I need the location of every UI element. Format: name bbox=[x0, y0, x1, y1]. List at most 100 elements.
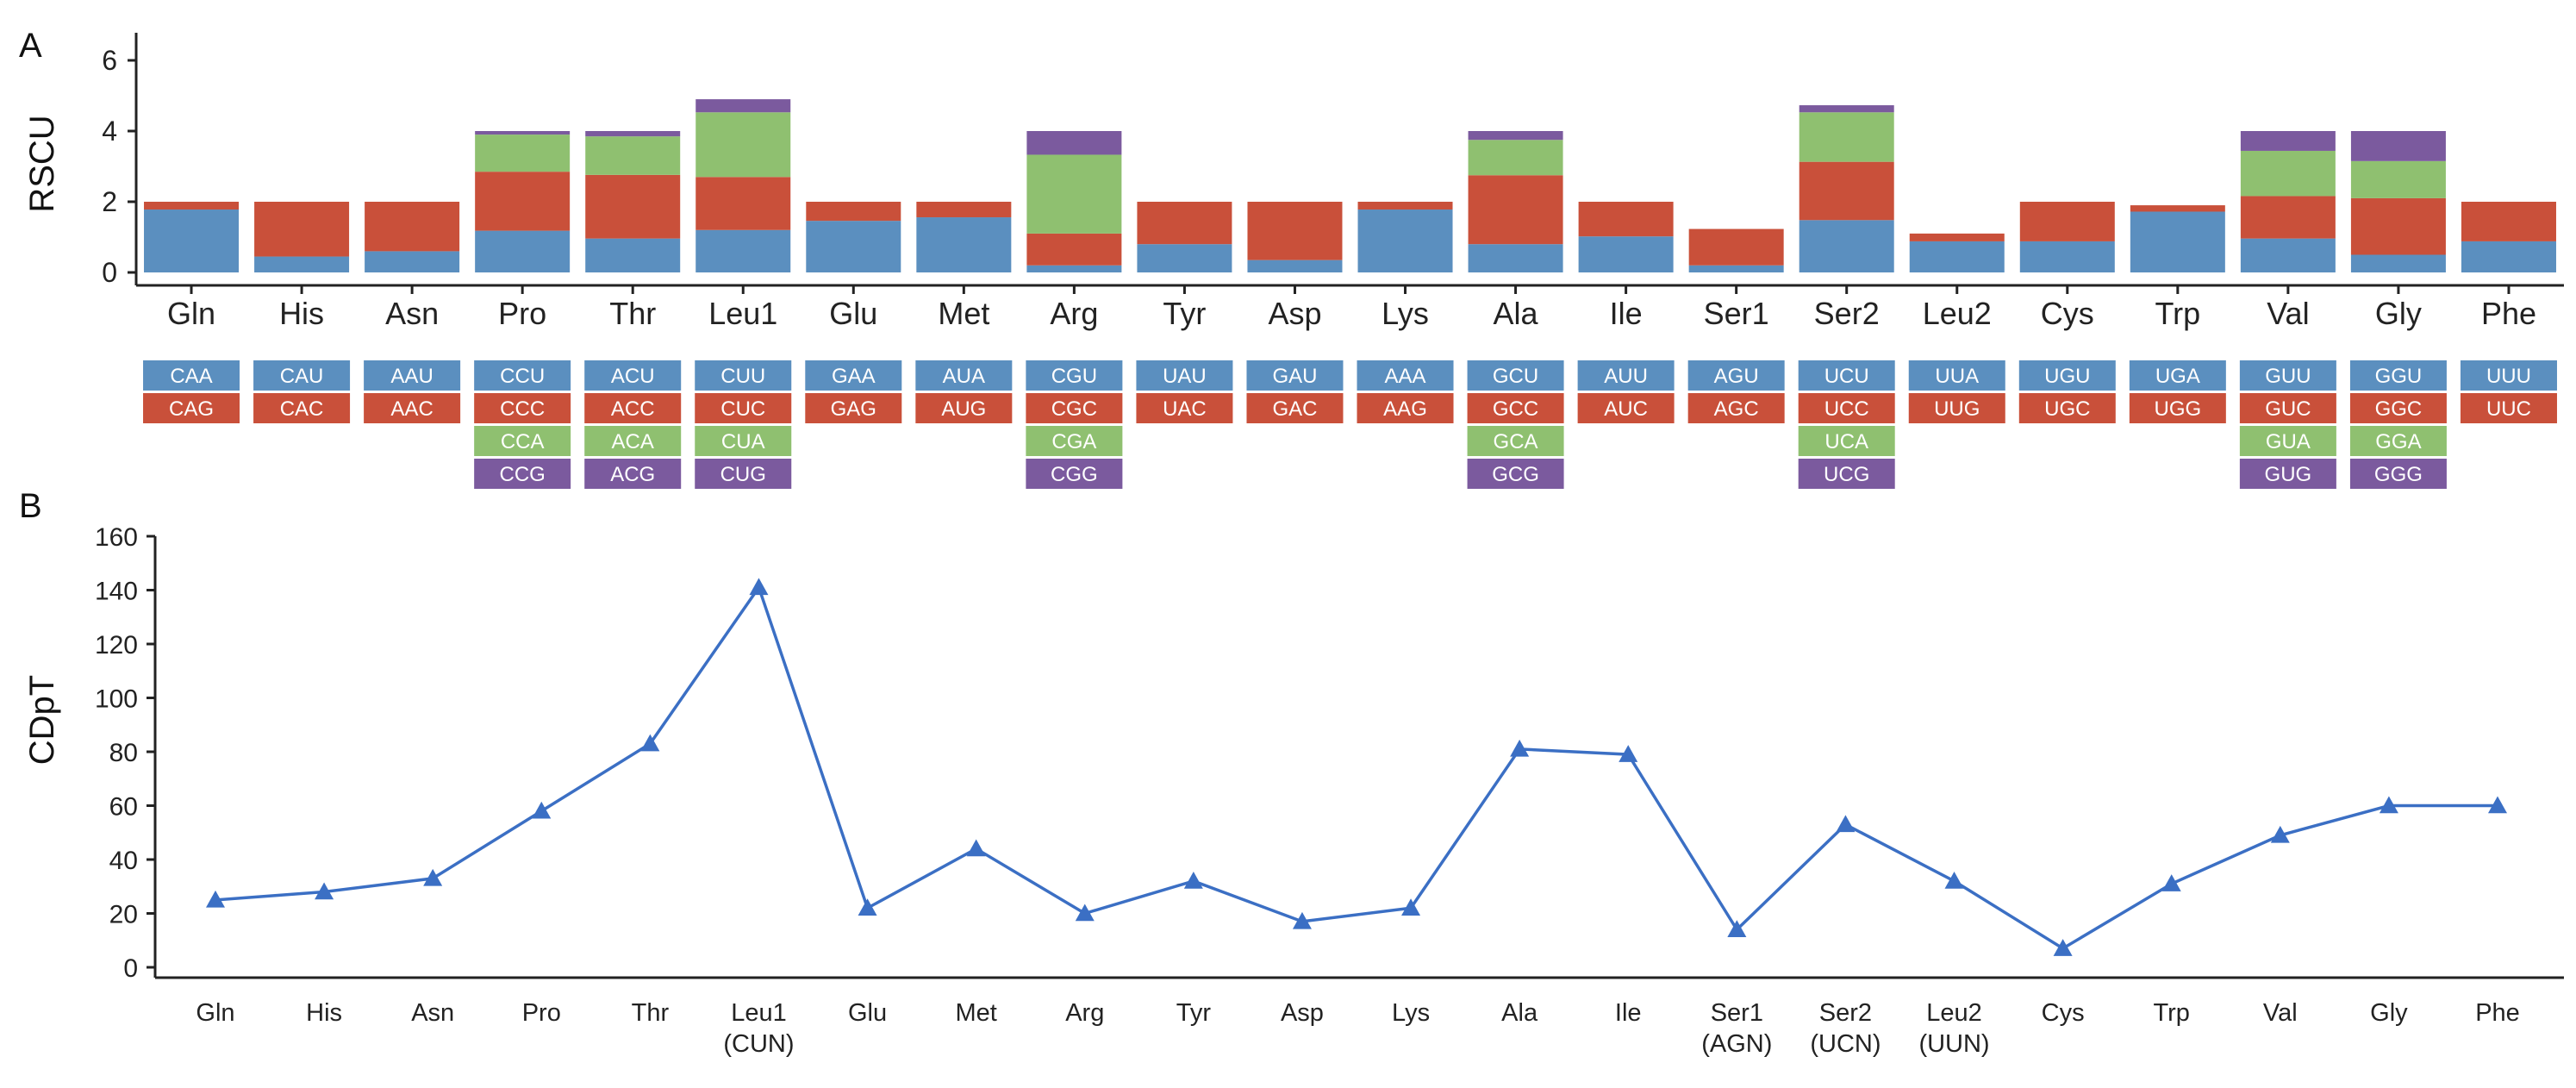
codon-cell bbox=[805, 393, 902, 423]
rscu-bar-segment bbox=[2461, 202, 2556, 241]
codon-cell-label: GCA bbox=[1494, 430, 1538, 453]
codon-cell bbox=[474, 426, 571, 456]
rscu-bar-segment bbox=[916, 217, 1012, 272]
panel-a-x-tick-label: Phe bbox=[2481, 296, 2536, 331]
codon-cell-label: CCA bbox=[501, 430, 545, 453]
rscu-bar-segment bbox=[475, 131, 571, 135]
panel-a-x-tick-label: Gln bbox=[167, 296, 215, 331]
panel-a-y-tick-label: 2 bbox=[102, 186, 117, 217]
cdpt-line bbox=[215, 584, 2498, 951]
rscu-bar-segment bbox=[1688, 265, 1784, 272]
codon-cell-label: GGG bbox=[2374, 463, 2423, 486]
rscu-bar-segment bbox=[2019, 202, 2115, 241]
codon-cell-label: AUG bbox=[941, 397, 986, 421]
rscu-bar-segment bbox=[1247, 202, 1343, 260]
codon-cell bbox=[1357, 360, 1454, 391]
panel-a-rscu-chart: A RSCU 0 2 4 6 Gln His Asn Pro Thr Leu1 Glu Met Arg… bbox=[19, 27, 2564, 489]
panel-a-x-tick-label: Val bbox=[2267, 296, 2309, 331]
codon-cell-label: UCA bbox=[1824, 430, 1868, 453]
codon-cell bbox=[695, 393, 792, 423]
rscu-bar-segment bbox=[2350, 254, 2446, 272]
codon-cell-label: GGC bbox=[2375, 397, 2423, 421]
codon-cell-label: UGG bbox=[2155, 397, 2202, 421]
codon-cell-label: GCU bbox=[1493, 365, 1538, 388]
cdpt-point-marker bbox=[315, 882, 334, 900]
cdpt-point-marker bbox=[1510, 739, 1530, 757]
codon-cell-label: AAC bbox=[390, 397, 433, 421]
codon-cell bbox=[364, 393, 461, 423]
cdpt-point-marker bbox=[2379, 796, 2398, 814]
rscu-bar-segment bbox=[475, 134, 571, 172]
codon-cell bbox=[253, 360, 351, 391]
codon-cell bbox=[143, 393, 240, 423]
codon-cell-label: UAU bbox=[1163, 365, 1207, 388]
codon-cell bbox=[1798, 360, 1895, 391]
panel-b-x-tick-label: Glu bbox=[848, 999, 887, 1027]
cdpt-point-marker bbox=[640, 734, 660, 752]
rscu-bar-segment bbox=[254, 256, 350, 272]
rscu-bar-segment bbox=[1026, 265, 1122, 272]
codon-cell bbox=[1246, 360, 1344, 391]
codon-cell bbox=[364, 360, 461, 391]
cdpt-point-marker bbox=[1183, 872, 1203, 889]
panel-b-x-tick-label: Ala bbox=[1501, 999, 1538, 1027]
codon-legend-table: CAA CAG CAU CAC AAU AAC CCU CCC CCA CCG ACU ACC ACA A… bbox=[143, 360, 2557, 489]
panel-a-x-tick-label: Glu bbox=[829, 296, 877, 331]
codon-cell bbox=[1467, 426, 1564, 456]
panel-a-x-tick-label: Ala bbox=[1494, 296, 1539, 331]
rscu-bar-segment bbox=[144, 202, 240, 210]
cdpt-point-marker bbox=[1727, 920, 1747, 938]
rscu-bar-segment bbox=[585, 238, 681, 272]
codon-cell bbox=[1798, 426, 1895, 456]
rscu-bar-segment bbox=[1799, 112, 1894, 162]
codon-cell-label: CUA bbox=[721, 430, 765, 453]
rscu-bar-segment bbox=[1247, 259, 1343, 272]
codon-cell-label: AUU bbox=[1604, 365, 1648, 388]
codon-cell bbox=[1467, 393, 1564, 423]
rscu-bar-segment bbox=[1468, 175, 1563, 245]
panel-b-x-tick-label: Lys bbox=[1392, 999, 1430, 1027]
codon-cell-label: AAG bbox=[1383, 397, 1427, 421]
panel-a-bars bbox=[144, 99, 2556, 272]
panel-b-x-tick-label: Leu1 (CUN) bbox=[723, 999, 794, 1058]
codon-cell-label: GAA bbox=[832, 365, 876, 388]
panel-a-label: A bbox=[19, 27, 42, 65]
rscu-bar-segment bbox=[1026, 154, 1122, 234]
rscu-bar-segment bbox=[806, 202, 901, 222]
panel-b-x-tick-label: Leu2 (UUN) bbox=[1918, 999, 1989, 1058]
cdpt-point-marker bbox=[2488, 796, 2507, 814]
codon-cell-label: UGU bbox=[2044, 365, 2090, 388]
codon-cell-label: CGC bbox=[1051, 397, 1097, 421]
codon-cell bbox=[1357, 393, 1454, 423]
rscu-bar-segment bbox=[695, 112, 791, 178]
panel-b-x-tick-label: Tyr bbox=[1176, 999, 1212, 1027]
rscu-bar-segment bbox=[585, 131, 681, 137]
codon-cell-label: CAG bbox=[169, 397, 214, 421]
cdpt-point-marker bbox=[2053, 939, 2073, 956]
panel-a-x-tick-label: Ile bbox=[1610, 296, 1643, 331]
panel-b-x-tick-label: Phe bbox=[2475, 999, 2520, 1027]
rscu-bar-segment bbox=[1026, 233, 1122, 266]
rscu-bar-segment bbox=[2240, 131, 2336, 151]
rscu-bar-segment bbox=[1468, 244, 1563, 272]
codon-cell-label: GCC bbox=[1493, 397, 1538, 421]
codon-cell-label: CUC bbox=[720, 397, 765, 421]
codon-cell bbox=[2349, 393, 2447, 423]
panel-b-y-tick-label: 20 bbox=[109, 901, 138, 929]
rscu-bar-segment bbox=[365, 251, 460, 272]
rscu-bar-segment bbox=[475, 172, 571, 231]
rscu-bar-segment bbox=[1799, 220, 1894, 272]
codon-cell-label: GAU bbox=[1272, 365, 1317, 388]
codon-cell-label: CAC bbox=[280, 397, 324, 421]
panel-b-x-tick-label: Asp bbox=[1281, 999, 1324, 1027]
rscu-bar-segment bbox=[2240, 238, 2336, 272]
panel-a-x-tick-label: His bbox=[279, 296, 324, 331]
codon-cell-label: UGA bbox=[2155, 365, 2200, 388]
codon-cell-label: CUU bbox=[720, 365, 765, 388]
panel-b-x-tick-label: Asn bbox=[411, 999, 454, 1027]
rscu-bar-segment bbox=[2130, 211, 2225, 272]
codon-cell bbox=[2239, 360, 2336, 391]
panel-a-x-tick-label: Asp bbox=[1268, 296, 1321, 331]
codon-cell-label: ACU bbox=[611, 365, 655, 388]
cdpt-point-marker bbox=[2161, 874, 2181, 891]
